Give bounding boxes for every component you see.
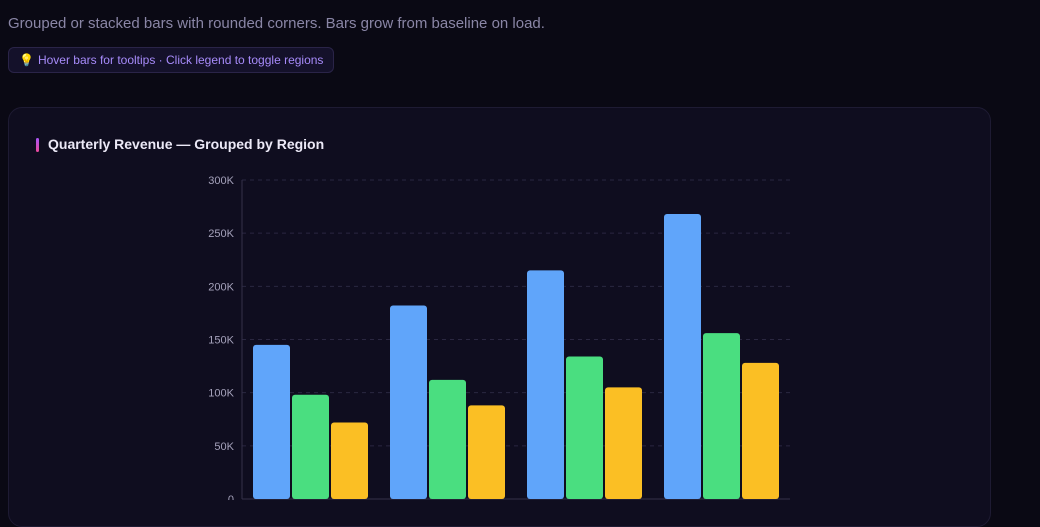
y-tick-label: 150K <box>208 335 234 347</box>
y-tick-label: 250K <box>208 228 234 240</box>
bar[interactable] <box>331 422 368 499</box>
chart-title: Quarterly Revenue — Grouped by Region <box>36 136 324 152</box>
y-tick-label: 300K <box>208 175 234 187</box>
bar[interactable] <box>292 394 329 499</box>
page-subtitle: Grouped or stacked bars with rounded cor… <box>8 15 545 32</box>
bar[interactable] <box>390 305 427 499</box>
bar[interactable] <box>527 270 564 499</box>
hint-text: Hover bars for tooltips · Click legend t… <box>37 53 324 67</box>
y-tick-label: 200K <box>208 281 234 293</box>
y-tick-label: 0 <box>228 494 234 500</box>
bar[interactable] <box>664 214 701 499</box>
bar[interactable] <box>605 387 642 499</box>
bar-chart: 0 50K 100K 150K 200K 250K 300K <box>208 175 790 500</box>
lightbulb-icon: 💡 <box>19 53 34 67</box>
hint-banner: 💡 Hover bars for tooltips · Click legend … <box>8 47 335 73</box>
y-tick-label: 100K <box>208 388 234 400</box>
bar[interactable] <box>253 344 290 499</box>
bar[interactable] <box>703 333 740 499</box>
bar[interactable] <box>468 405 505 499</box>
bar[interactable] <box>429 379 466 499</box>
bar[interactable] <box>742 362 779 499</box>
bar[interactable] <box>566 356 603 499</box>
y-tick-label: 50K <box>214 441 234 453</box>
